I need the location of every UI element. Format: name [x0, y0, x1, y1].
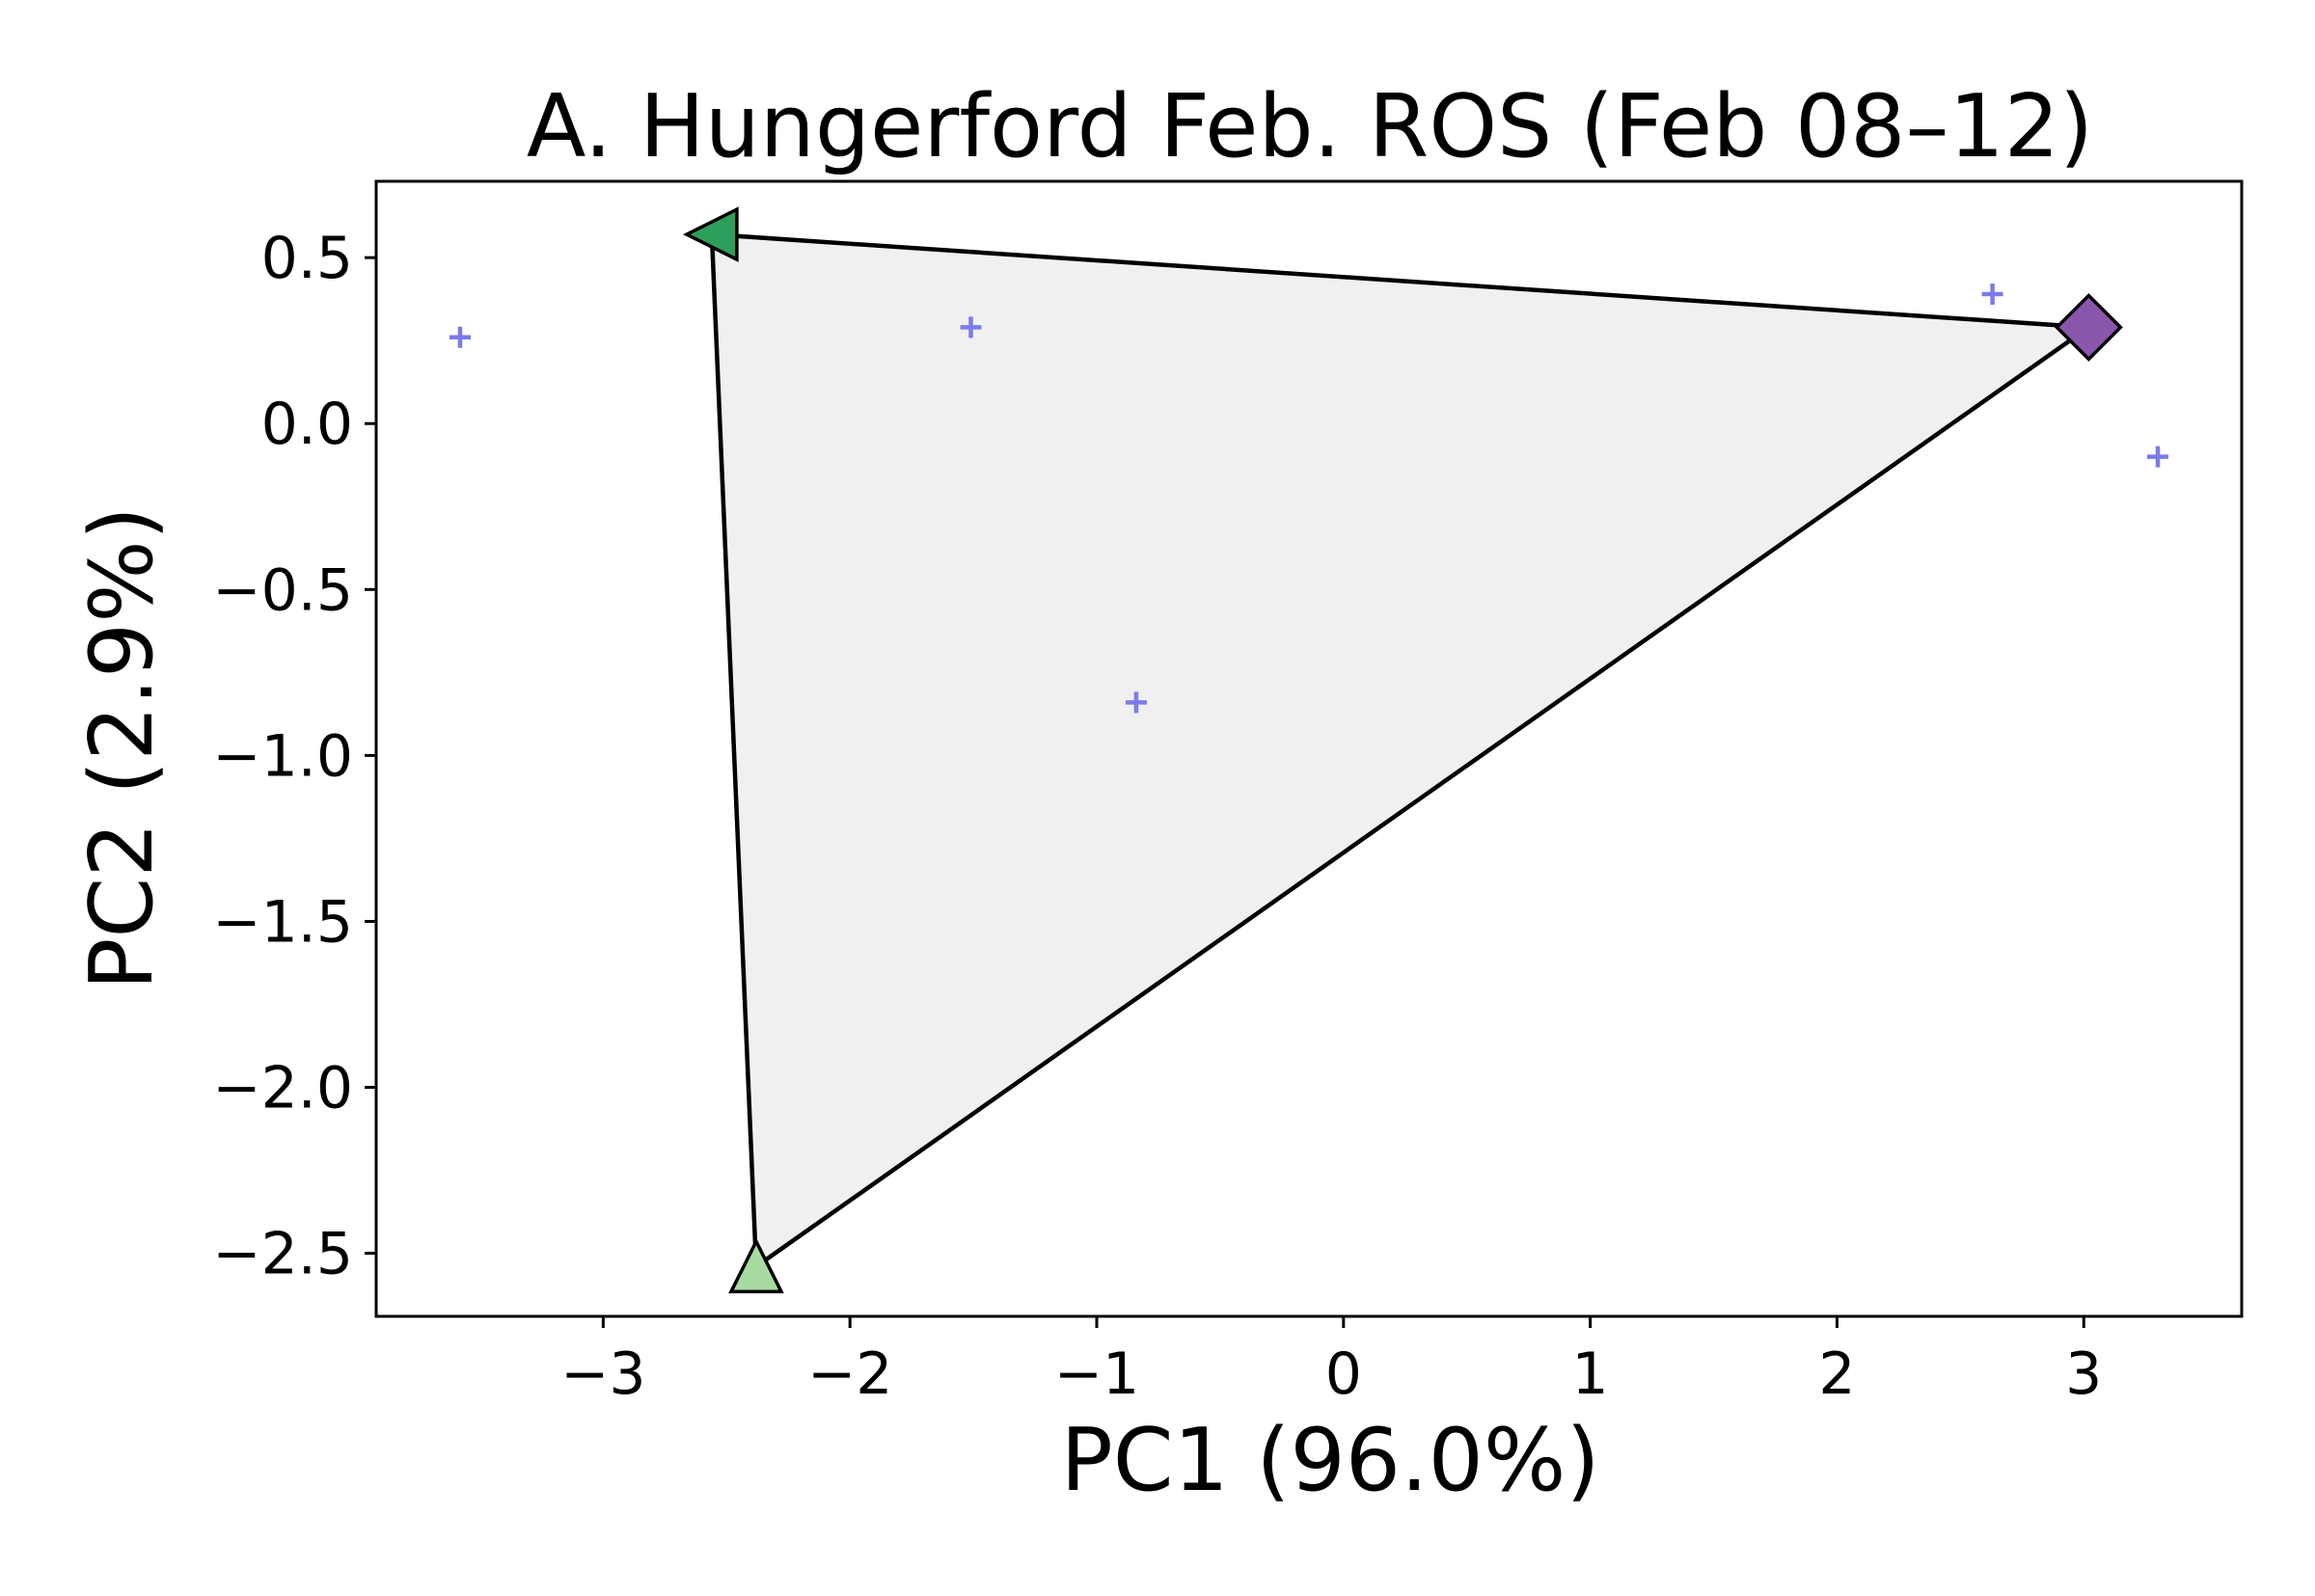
hull-layer	[709, 231, 2095, 1271]
x-tick-label: −1	[1054, 1340, 1139, 1408]
vertex-layer	[683, 206, 2123, 1294]
y-tick-label: −1.0	[212, 722, 353, 790]
y-tick-label: −0.5	[212, 556, 353, 624]
sample-point	[1125, 691, 1147, 714]
sample-point	[960, 316, 982, 338]
chart-title: A. Hungerford Feb. ROS (Feb 08–12)	[527, 76, 2093, 177]
x-tick-label: 0	[1325, 1340, 1362, 1408]
sample-point	[1981, 284, 2003, 306]
sample-point	[449, 326, 471, 348]
x-axis-label: PC1 (96.0%)	[1060, 1410, 1599, 1511]
plot-frame	[374, 179, 2244, 1318]
y-tick-label: −2.0	[212, 1055, 353, 1123]
x-tick-label: −3	[560, 1340, 645, 1408]
sample-point	[2147, 446, 2169, 468]
x-tick-label: 2	[1818, 1340, 1855, 1408]
sample-layer	[449, 284, 2169, 714]
y-axis-label: PC2 (2.9%)	[71, 506, 173, 990]
y-axis: 0.5 0.0 −0.5 −1.0 −1.5 −2.0 −2.5	[212, 225, 376, 1288]
hull-vertex-marker	[683, 206, 739, 262]
y-tick-label: 0.5	[261, 225, 353, 292]
x-axis: −3 −2 −1 0 1 2 3	[560, 1316, 2102, 1408]
hull-vertex-marker	[2054, 292, 2123, 362]
y-tick-label: −2.5	[212, 1221, 353, 1288]
hull-vertex-marker	[728, 1237, 784, 1294]
y-tick-label: 0.0	[261, 391, 353, 458]
x-tick-label: 3	[2065, 1340, 2102, 1408]
x-tick-label: −2	[807, 1340, 892, 1408]
y-tick-label: −1.5	[212, 888, 353, 956]
hull-polygon	[709, 231, 2095, 1271]
x-tick-label: 1	[1572, 1340, 1609, 1408]
